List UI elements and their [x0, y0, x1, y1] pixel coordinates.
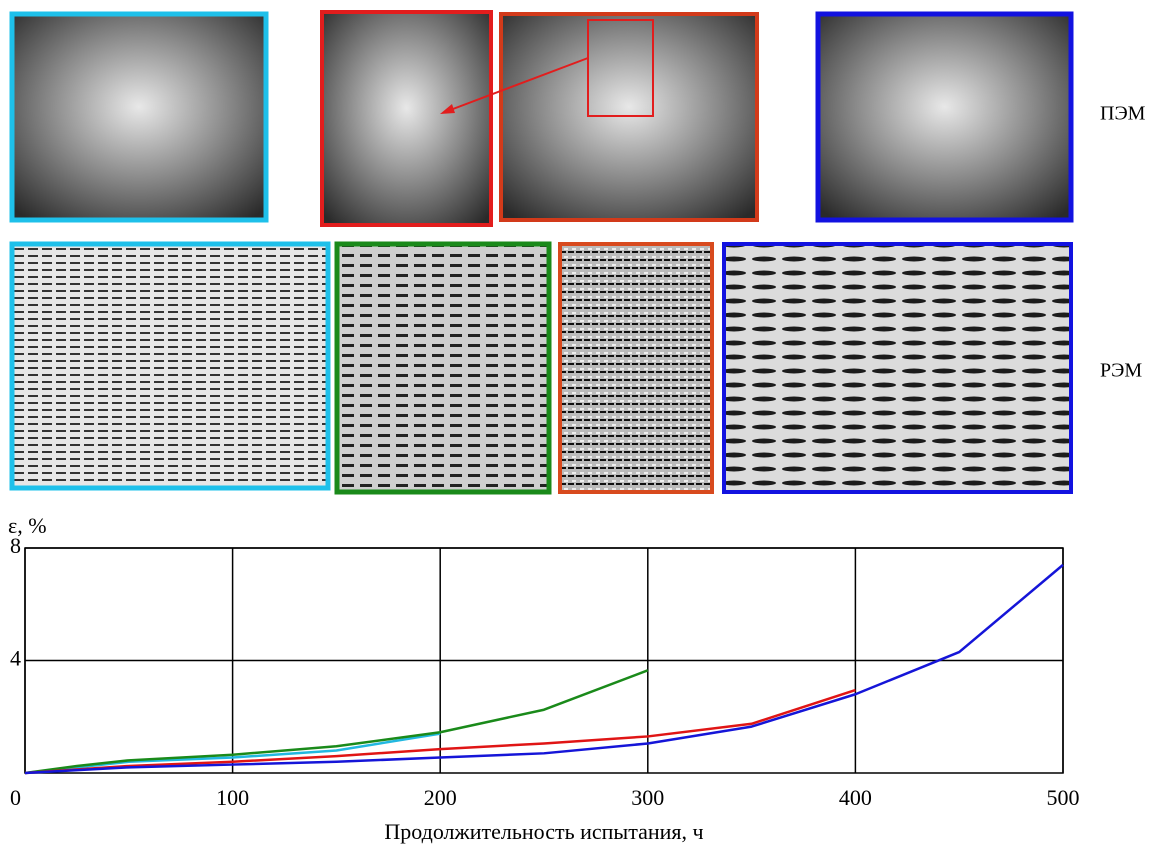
sem-image — [560, 244, 712, 492]
series-line — [25, 670, 648, 773]
tem-image — [818, 14, 1071, 220]
x-tick-label: 500 — [1047, 785, 1080, 810]
tem-images — [12, 12, 1071, 225]
x-tick-label: 300 — [631, 785, 664, 810]
sem-images — [12, 244, 1071, 492]
sem-image — [12, 244, 328, 488]
x-tick-label: 400 — [839, 785, 872, 810]
tem-image — [322, 12, 491, 225]
x-tick-label: 100 — [216, 785, 249, 810]
sem-image — [724, 244, 1071, 492]
x-tick-label: 200 — [424, 785, 457, 810]
y-tick-label: 4 — [10, 646, 21, 671]
series-line — [25, 565, 1063, 773]
x-axis-label: Продолжительность испытания, ч — [384, 819, 703, 844]
sem-image — [337, 244, 549, 492]
row-label: ПЭМ — [1100, 103, 1146, 125]
x-tick-label: 0 — [10, 785, 21, 810]
figure: ПЭМ РЭМ ε, % Продолжительность испытания… — [0, 0, 1169, 847]
y-tick-label: 8 — [10, 533, 21, 558]
tem-image — [12, 14, 266, 220]
row-label: РЭМ — [1100, 360, 1142, 382]
